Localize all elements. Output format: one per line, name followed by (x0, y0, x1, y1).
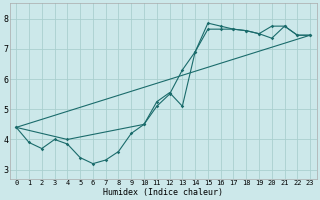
X-axis label: Humidex (Indice chaleur): Humidex (Indice chaleur) (103, 188, 223, 197)
